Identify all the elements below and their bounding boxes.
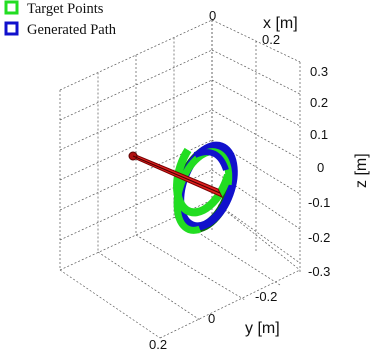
z-tick-0.2: 0.2	[310, 95, 328, 110]
legend-swatch-generated-path	[4, 21, 19, 36]
z-tick-0.1: 0.1	[310, 127, 328, 142]
tool-shaft-core	[132, 155, 221, 194]
grid-z-right-1	[211, 49, 301, 95]
y-tick-0.2: 0.2	[149, 337, 167, 352]
legend-label-generated-path: Generated Path	[27, 22, 117, 38]
z-tick-0: 0	[317, 160, 324, 175]
plot-object	[128, 141, 238, 234]
y-axis-label: y [m]	[245, 320, 280, 337]
z-axis-label: z [m]	[353, 153, 370, 188]
x-tick-0.2: 0.2	[262, 32, 280, 47]
grid-floor-1	[97, 251, 201, 321]
generated-path-arc	[193, 149, 229, 172]
grid-floor-front	[159, 269, 301, 339]
legend: Target Points Generated Path	[4, 0, 117, 38]
y-tick-0: 0	[208, 311, 215, 326]
grid-floor-4	[211, 199, 301, 271]
z-tick-0.3: 0.3	[310, 64, 328, 79]
x-axis-label: x [m]	[263, 15, 298, 32]
legend-label-target-points: Target Points	[27, 1, 104, 17]
z-tick-neg0.3: -0.3	[308, 264, 330, 279]
x-tick-0: 0	[209, 8, 216, 23]
grid-floor-2	[135, 234, 246, 301]
legend-swatch-target-points	[4, 0, 19, 15]
z-tick-neg0.2: -0.2	[308, 230, 330, 245]
y-tick-neg0.2: -0.2	[255, 289, 277, 304]
grid-z-right-3	[211, 109, 301, 160]
z-tick-neg0.1: -0.1	[308, 195, 330, 210]
grid-floor-0	[59, 269, 161, 339]
